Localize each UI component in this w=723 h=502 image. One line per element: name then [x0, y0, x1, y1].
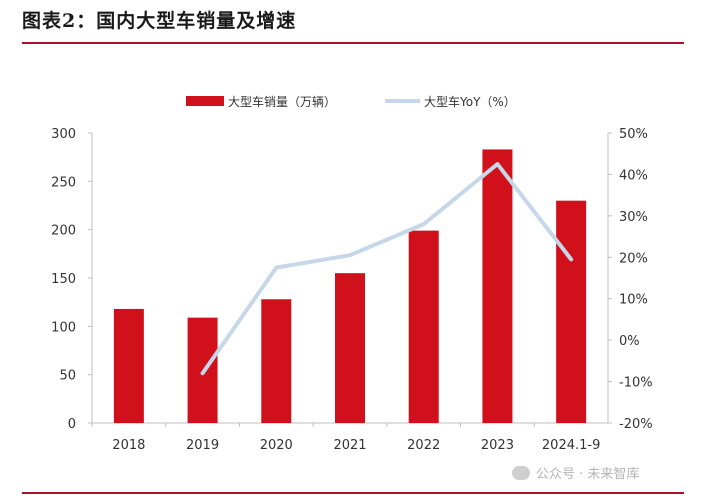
y-left-tick-label: 50	[59, 369, 76, 384]
legend-label-line: 大型车YoY（%）	[424, 94, 516, 109]
bar-sales	[408, 230, 439, 423]
legend-label-bar: 大型车销量（万辆）	[228, 94, 336, 109]
y-left-tick-label: 150	[51, 272, 76, 287]
y-left-tick-label: 200	[51, 224, 76, 239]
x-tick-label: 2024.1-9	[542, 438, 600, 453]
x-tick-label: 2018	[112, 438, 145, 453]
bar-sales	[261, 299, 292, 423]
y-right-tick-label: 20%	[619, 251, 648, 266]
wechat-icon	[512, 465, 530, 480]
bar-sales	[335, 273, 365, 423]
y-left-tick-label: 300	[51, 127, 76, 142]
x-tick-label: 2022	[407, 438, 440, 453]
y-right-tick-label: 40%	[619, 168, 648, 183]
watermark: 公众号 · 未来智库	[512, 463, 639, 482]
bar-sales	[113, 308, 144, 423]
y-right-tick-label: 0%	[619, 334, 640, 349]
x-tick-label: 2021	[333, 438, 366, 453]
line-yoy	[200, 162, 574, 376]
bottom-divider	[22, 492, 684, 494]
x-tick-label: 2023	[481, 438, 514, 453]
y-left-tick-label: 100	[51, 320, 76, 335]
y-left-tick-label: 250	[51, 175, 76, 190]
title-divider	[22, 42, 684, 44]
x-tick-label: 2019	[186, 438, 219, 453]
x-tick-label: 2020	[260, 438, 293, 453]
bar-sales	[482, 149, 513, 423]
y-right-tick-label: 30%	[619, 210, 648, 225]
y-right-tick-label: 10%	[619, 293, 648, 308]
y-right-tick-label: -10%	[619, 376, 653, 391]
y-right-tick-label: -20%	[619, 417, 653, 432]
watermark-text: 公众号 · 未来智库	[536, 467, 640, 482]
legend-swatch-bar	[186, 96, 224, 106]
figure-title: 图表2：国内大型车销量及增速	[22, 10, 297, 32]
bar-sales	[556, 200, 587, 423]
y-right-tick-label: 50%	[619, 127, 648, 142]
y-left-tick-label: 0	[68, 417, 76, 432]
